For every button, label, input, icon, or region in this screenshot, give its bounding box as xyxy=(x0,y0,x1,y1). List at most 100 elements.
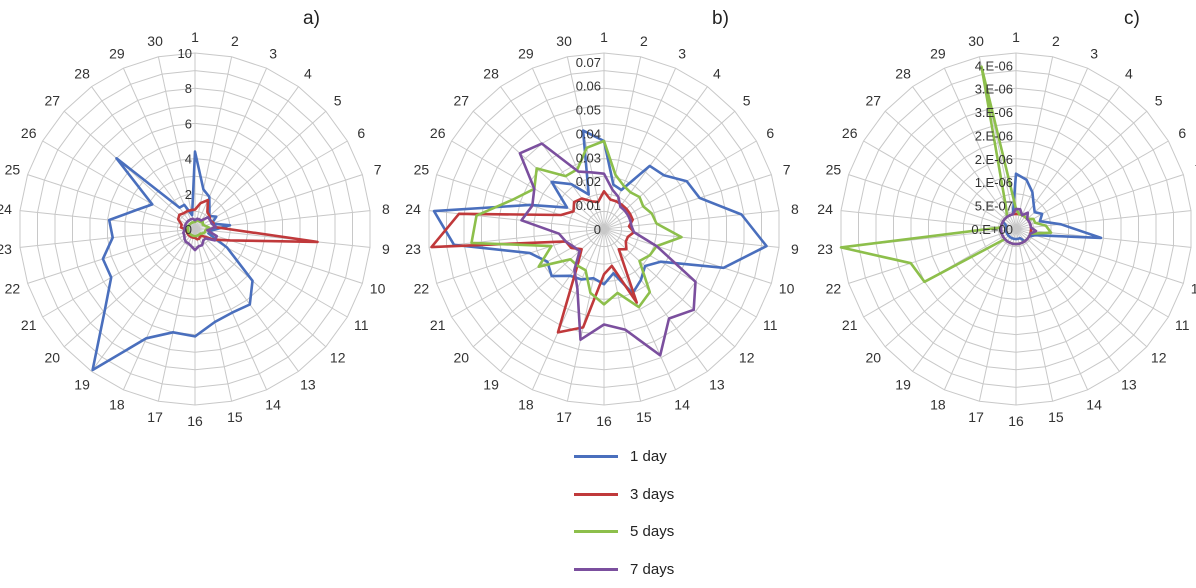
axis-label: 6 xyxy=(766,125,774,141)
axis-label: 27 xyxy=(454,93,470,109)
axis-label: 14 xyxy=(1086,396,1102,412)
radar-chart-3: 0.E+005.E-071.E-062.E-062.E-063.E-063.E-… xyxy=(817,8,1196,429)
axis-label: 2 xyxy=(640,33,648,49)
grid-spoke xyxy=(885,229,1016,347)
legend-swatch-1-day xyxy=(574,455,618,458)
axis-label: 23 xyxy=(0,241,12,257)
legend-label-3-days: 3 days xyxy=(630,486,674,503)
tick-label: 1.E-06 xyxy=(975,175,1013,190)
axis-label: 29 xyxy=(109,46,125,62)
legend-label-1-day: 1 day xyxy=(630,448,667,465)
axis-label: 6 xyxy=(1178,125,1186,141)
axis-label: 13 xyxy=(300,376,316,392)
axis-label: 4 xyxy=(713,66,721,82)
axis-label: 18 xyxy=(930,396,946,412)
axis-label: 26 xyxy=(430,125,446,141)
tick-label: 5.E-07 xyxy=(975,199,1013,214)
axis-label: 3 xyxy=(678,46,686,62)
axis-label: 1 xyxy=(600,29,608,45)
axis-label: 2 xyxy=(231,33,239,49)
axis-label: 15 xyxy=(636,409,652,425)
grid-spoke xyxy=(1016,68,1088,229)
grid-spoke xyxy=(64,229,195,347)
tick-label: 2.E-06 xyxy=(975,152,1013,167)
panel-label: a) xyxy=(303,8,320,29)
axis-label: 24 xyxy=(405,201,421,217)
axis-label: 23 xyxy=(817,241,833,257)
tick-label: 0 xyxy=(185,222,192,237)
axis-label: 4 xyxy=(1125,66,1133,82)
axis-label: 4 xyxy=(304,66,312,82)
axis-label: 26 xyxy=(842,125,858,141)
axis-label: 1 xyxy=(1012,29,1020,45)
legend-label-5-days: 5 days xyxy=(630,523,674,540)
legend-item-7-days: 7 days xyxy=(574,551,674,588)
axis-label: 19 xyxy=(895,376,911,392)
tick-label: 8 xyxy=(185,81,192,96)
grid-spoke xyxy=(123,229,195,390)
axis-label: 29 xyxy=(930,46,946,62)
legend-item-5-days: 5 days xyxy=(574,513,674,551)
tick-label: 0.04 xyxy=(576,127,601,142)
axis-label: 25 xyxy=(826,162,842,178)
axis-label: 8 xyxy=(382,201,390,217)
axis-label: 12 xyxy=(739,350,755,366)
tick-label: 3.E-06 xyxy=(975,82,1013,97)
tick-label: 0.05 xyxy=(576,103,601,118)
grid-spoke xyxy=(195,111,326,229)
axis-label: 19 xyxy=(74,376,90,392)
axis-label: 22 xyxy=(826,280,842,296)
axis-label: 15 xyxy=(1048,409,1064,425)
tick-label: 0.02 xyxy=(576,174,601,189)
axis-label: 10 xyxy=(779,280,795,296)
axis-label: 11 xyxy=(354,317,369,333)
axis-label: 23 xyxy=(405,241,421,257)
axis-label: 24 xyxy=(0,201,12,217)
axis-label: 21 xyxy=(430,317,446,333)
axis-label: 29 xyxy=(518,46,534,62)
grid-spoke xyxy=(195,68,267,229)
tick-label: 2.E-06 xyxy=(975,129,1013,144)
axis-label: 11 xyxy=(1175,317,1190,333)
axis-label: 20 xyxy=(45,350,61,366)
panel-label: b) xyxy=(712,8,729,29)
legend-swatch-5-days xyxy=(574,530,618,533)
axis-label: 25 xyxy=(5,162,21,178)
tick-label: 0.01 xyxy=(576,198,601,213)
axis-label: 9 xyxy=(382,241,390,257)
tick-label: 6 xyxy=(185,116,192,131)
axis-label: 24 xyxy=(817,201,833,217)
axis-label: 6 xyxy=(357,125,365,141)
axis-label: 2 xyxy=(1052,33,1060,49)
axis-label: 21 xyxy=(842,317,858,333)
axis-label: 8 xyxy=(791,201,799,217)
axis-label: 26 xyxy=(21,125,37,141)
axis-label: 16 xyxy=(187,413,203,429)
axis-label: 28 xyxy=(895,66,911,82)
axis-label: 17 xyxy=(968,409,984,425)
tick-label: 3.E-06 xyxy=(975,105,1013,120)
legend-item-3-days: 3 days xyxy=(574,476,674,514)
legend-swatch-7-days xyxy=(574,568,618,571)
axis-label: 5 xyxy=(1155,93,1163,109)
axis-label: 10 xyxy=(1191,280,1196,296)
tick-label: 0.06 xyxy=(576,79,601,94)
axis-label: 12 xyxy=(330,350,346,366)
axis-label: 30 xyxy=(556,33,572,49)
axis-label: 16 xyxy=(596,413,612,429)
axis-label: 13 xyxy=(709,376,725,392)
tick-label: 0.07 xyxy=(576,55,601,70)
legend: 1 day 3 days 5 days 7 days xyxy=(574,438,674,588)
axis-label: 7 xyxy=(783,162,791,178)
axis-label: 9 xyxy=(791,241,799,257)
grid-spoke xyxy=(532,229,604,390)
axis-label: 7 xyxy=(374,162,382,178)
axis-label: 21 xyxy=(21,317,37,333)
legend-swatch-3-days xyxy=(574,493,618,496)
axis-label: 30 xyxy=(968,33,984,49)
axis-label: 12 xyxy=(1151,350,1167,366)
tick-label: 4 xyxy=(185,152,192,167)
axis-label: 19 xyxy=(483,376,499,392)
